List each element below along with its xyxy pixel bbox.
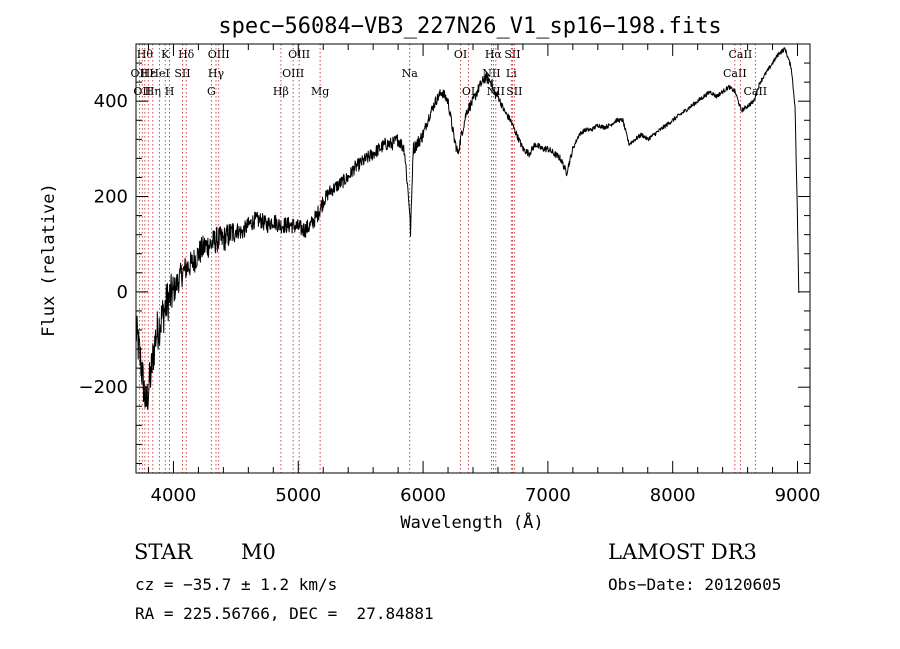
line-marker-label: CaII bbox=[729, 48, 753, 61]
line-marker-label: OIII bbox=[282, 67, 304, 80]
coordinates-text: RA = 225.56766, DEC = 27.84881 bbox=[135, 604, 434, 623]
x-tick-label: 9000 bbox=[775, 485, 821, 506]
line-marker-label: Hη bbox=[145, 85, 161, 98]
y-tick-label: −200 bbox=[79, 377, 128, 398]
redshift-text: cz = −35.7 ± 1.2 km/s bbox=[135, 575, 338, 594]
line-marker-label: OII bbox=[133, 85, 151, 98]
line-marker-label: CaII bbox=[723, 67, 747, 80]
x-tick-label: 8000 bbox=[650, 485, 696, 506]
line-marker-label: Hβ bbox=[273, 85, 289, 98]
line-marker-label: SII bbox=[506, 85, 522, 98]
line-marker-label: Hα bbox=[485, 48, 503, 61]
x-tick-label: 5000 bbox=[275, 485, 321, 506]
line-marker-label: Na bbox=[402, 67, 419, 80]
x-tick-label: 7000 bbox=[525, 485, 571, 506]
y-tick-label: 200 bbox=[94, 187, 128, 208]
line-marker-label: Hδ bbox=[178, 48, 195, 61]
line-marker-label: OI bbox=[462, 85, 475, 98]
line-marker-label: SII bbox=[504, 48, 520, 61]
line-marker-label: SII bbox=[174, 67, 190, 80]
line-marker-label: Hγ bbox=[208, 67, 225, 80]
y-axis-label: Flux (relative) bbox=[39, 183, 59, 337]
survey-name: LAMOST DR3 bbox=[608, 540, 757, 564]
y-tick-label: 0 bbox=[117, 282, 128, 303]
line-marker-label: H bbox=[165, 85, 175, 98]
line-marker-label: NII bbox=[487, 85, 505, 98]
spectral-class: STAR bbox=[134, 540, 193, 564]
line-marker-label: OII bbox=[131, 67, 149, 80]
axis-ticks: 4000 5000 6000 7000 8000 9000 −200 0 200 400 bbox=[79, 44, 821, 506]
line-marker-label: Mg bbox=[311, 85, 329, 98]
line-marker-label: G bbox=[207, 85, 216, 98]
spectrum-line bbox=[135, 47, 800, 410]
observation-date: Obs−Date: 20120605 bbox=[608, 575, 782, 594]
x-tick-label: 6000 bbox=[400, 485, 446, 506]
spectrum-series bbox=[135, 47, 800, 410]
line-marker-label: Li bbox=[506, 67, 517, 80]
plot-frame bbox=[135, 43, 811, 474]
line-marker-label: HeI bbox=[149, 67, 169, 80]
chart-title: spec−56084−VB3_227N26_V1_sp16−198.fits bbox=[218, 14, 721, 39]
line-marker-label: OIII bbox=[208, 48, 230, 61]
line-marker-label: CaII bbox=[743, 85, 767, 98]
line-marker-label: OIII bbox=[288, 48, 310, 61]
spectral-subclass: M0 bbox=[241, 540, 276, 564]
y-tick-label: 400 bbox=[94, 91, 128, 112]
line-marker-label: Hθ bbox=[137, 48, 154, 61]
emission-line-markers: OII OII Hθ Hε Hη HeI K H SII Hδ G Hγ OIII Hβ OIII OIII M… bbox=[131, 44, 767, 473]
line-marker-label: K bbox=[161, 48, 170, 61]
line-marker-label: Hε bbox=[141, 67, 157, 80]
x-axis-label: Wavelength (Å) bbox=[400, 511, 543, 533]
x-tick-label: 4000 bbox=[151, 485, 197, 506]
line-marker-label: OI bbox=[454, 48, 467, 61]
